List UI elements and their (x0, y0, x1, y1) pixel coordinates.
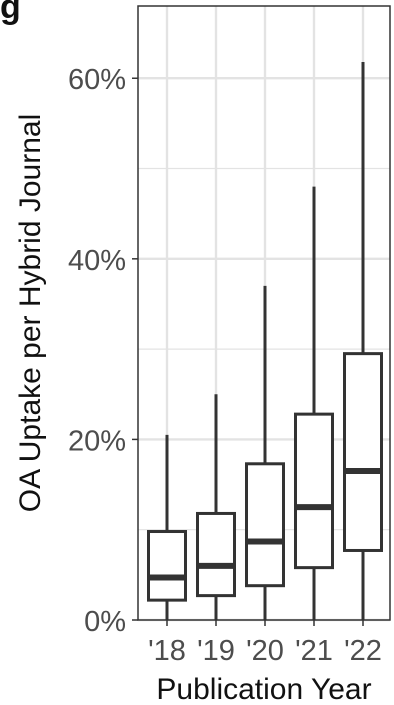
x-axis-ticks: '18 '19 '20 '21 '22 (148, 620, 382, 667)
x-tick-label: '18 (148, 635, 186, 667)
y-axis-label: OA Uptake per Hybrid Journal (14, 114, 47, 513)
box-21 (294, 186, 334, 620)
box-iqr (196, 511, 236, 598)
y-tick-label: 20% (68, 425, 126, 457)
box-iqr (147, 530, 187, 602)
x-tick-label: '21 (295, 635, 333, 667)
box-18 (147, 434, 187, 620)
box-iqr (294, 412, 334, 570)
box-19 (196, 394, 236, 620)
y-axis-ticks: 0% 20% 40% 60% (68, 64, 138, 638)
x-tick-label: '22 (344, 635, 382, 667)
y-tick-label: 60% (68, 64, 126, 96)
y-tick-label: 0% (84, 606, 126, 638)
box-20 (245, 285, 285, 620)
y-tick-label: 40% (68, 245, 126, 277)
panel-letter: g (0, 0, 21, 26)
x-tick-label: '19 (197, 635, 235, 667)
box-22 (343, 61, 383, 620)
box-iqr (343, 352, 383, 552)
box-iqr (245, 462, 285, 588)
box-plots (147, 61, 383, 620)
x-axis-label: Publication Year (156, 673, 371, 705)
x-tick-label: '20 (246, 635, 284, 667)
panel-border (137, 5, 391, 621)
